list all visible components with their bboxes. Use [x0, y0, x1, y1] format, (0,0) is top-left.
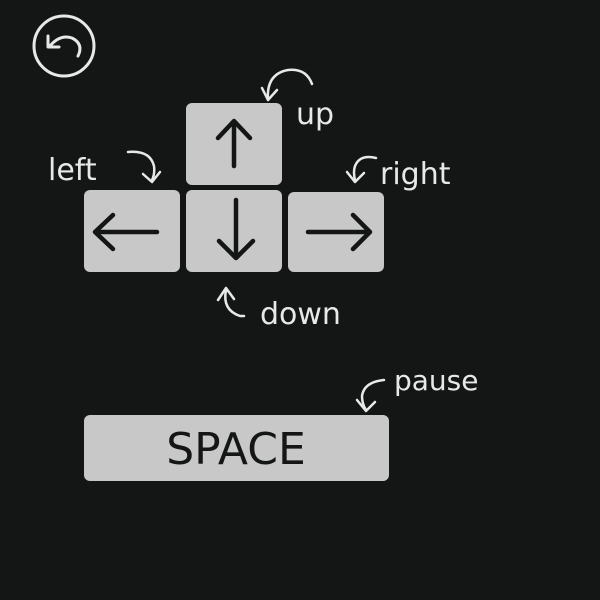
label-down: down: [260, 297, 341, 332]
arrow-left-icon: [92, 212, 160, 252]
key-space-label: SPACE: [166, 424, 306, 475]
key-space-cap: [84, 415, 389, 481]
hint-pause: pause: [355, 364, 479, 413]
label-right: right: [380, 157, 451, 192]
hint-left-arrow-icon: [126, 150, 156, 182]
back-button-circle: [32, 14, 96, 78]
hint-down-arrowhead-icon: [216, 286, 236, 302]
hint-left-arrowhead-icon: [141, 170, 162, 184]
hint-up: up: [260, 68, 334, 132]
hint-down: down: [216, 286, 341, 332]
arrow-down-icon: [216, 197, 256, 261]
hint-pause-arrow-icon: [360, 378, 386, 412]
arrow-up-icon: [215, 118, 253, 169]
key-left[interactable]: [84, 190, 180, 272]
label-up: up: [296, 97, 334, 132]
label-left: left: [48, 153, 97, 188]
hint-left: left: [48, 150, 162, 188]
label-pause: pause: [394, 364, 479, 397]
key-up[interactable]: [186, 103, 282, 185]
back-button[interactable]: [32, 14, 96, 78]
arrow-right-icon: [305, 212, 373, 252]
hint-up-arrowhead-icon: [260, 86, 279, 102]
hint-right: right: [345, 155, 451, 192]
hint-down-arrow-icon: [224, 288, 246, 318]
key-space[interactable]: SPACE: [84, 415, 389, 481]
hint-up-arrow-icon: [266, 68, 314, 102]
key-right[interactable]: [288, 192, 384, 272]
hint-right-arrow-icon: [352, 155, 378, 182]
hint-pause-arrowhead-icon: [355, 398, 377, 413]
hint-right-arrowhead-icon: [345, 170, 366, 184]
key-down[interactable]: [186, 190, 282, 272]
back-arrow-icon: [46, 34, 82, 58]
